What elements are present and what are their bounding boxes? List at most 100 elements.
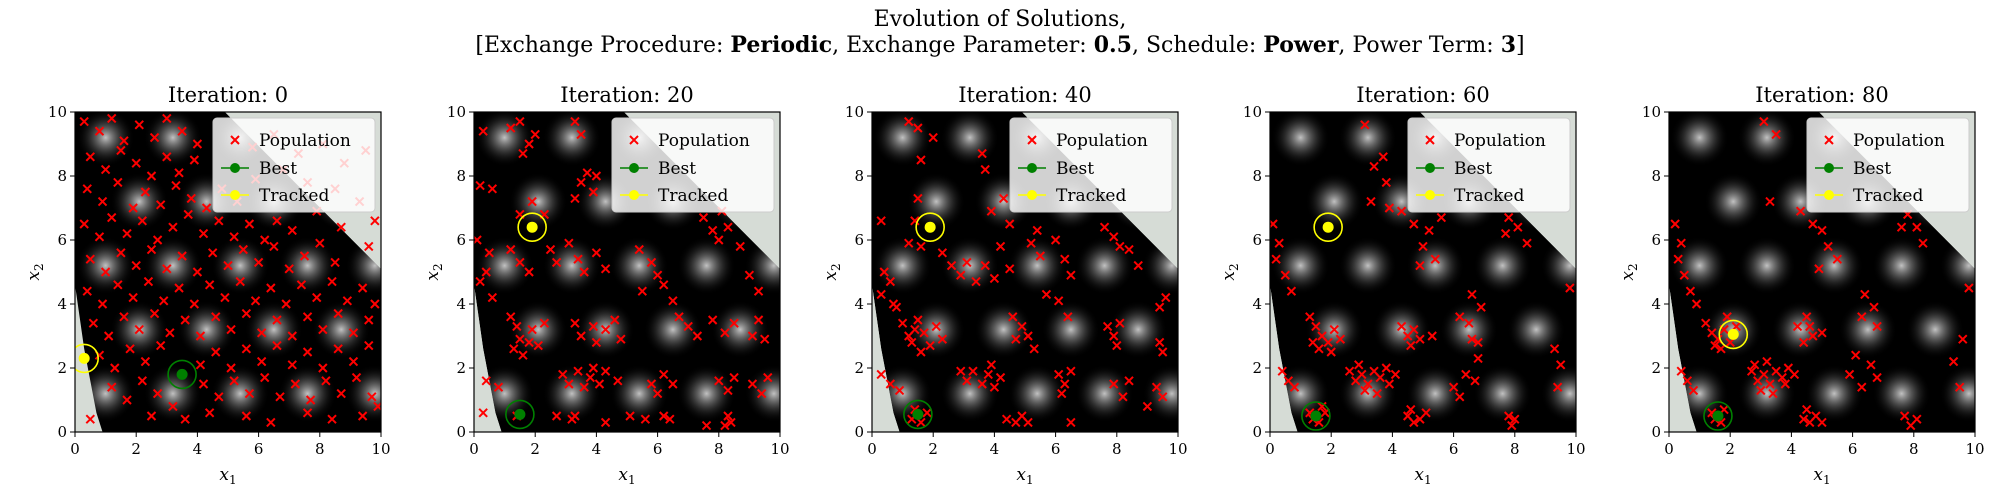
population-point xyxy=(299,251,310,261)
x-tick-label: 10 xyxy=(770,440,789,458)
population-point xyxy=(260,372,270,383)
best-point xyxy=(176,368,188,380)
population-point xyxy=(1792,321,1803,332)
population-point xyxy=(241,411,252,421)
population-point xyxy=(327,276,337,287)
population-point xyxy=(756,388,767,399)
population-point xyxy=(177,251,187,261)
population-point xyxy=(1801,404,1812,415)
population-point xyxy=(275,392,285,402)
population-point xyxy=(907,337,917,348)
population-point xyxy=(539,318,550,328)
population-point xyxy=(747,379,758,389)
landscape-peak xyxy=(244,300,303,359)
population-point xyxy=(1066,366,1076,376)
population-point xyxy=(726,417,736,428)
population-point xyxy=(305,395,316,405)
landscape-peak xyxy=(1872,364,1931,423)
landscape-peak xyxy=(509,300,568,359)
population-point xyxy=(348,356,359,367)
population-point xyxy=(962,257,972,268)
landscape-peak xyxy=(143,364,202,423)
population-point xyxy=(85,152,96,162)
population-point xyxy=(131,158,141,168)
population-point xyxy=(1762,356,1772,367)
population-point xyxy=(272,315,282,325)
y-tick-label: 2 xyxy=(1252,359,1262,377)
population-point xyxy=(1427,331,1437,341)
population-point xyxy=(989,382,1000,392)
legend-best-marker xyxy=(629,163,639,173)
population-point xyxy=(119,136,129,146)
legend-tracked-label: Tracked xyxy=(658,186,728,206)
population-point xyxy=(478,408,488,418)
population-point xyxy=(646,379,657,389)
population-point xyxy=(192,267,203,277)
landscape-peak xyxy=(1737,112,1796,167)
population-point xyxy=(107,113,117,124)
population-point xyxy=(1464,318,1474,328)
landscape-peak xyxy=(1176,192,1178,211)
population-point xyxy=(989,273,1000,284)
legend: Population Best Tracked xyxy=(1407,117,1571,213)
population-point xyxy=(759,334,770,344)
population-point xyxy=(1035,251,1046,261)
population-point xyxy=(1157,347,1168,357)
population-point xyxy=(1335,334,1346,344)
x-tick-label: 0 xyxy=(70,440,80,458)
population-point xyxy=(931,321,941,332)
population-point xyxy=(652,388,663,399)
population-point xyxy=(204,280,215,290)
population-point xyxy=(244,219,255,229)
population-point xyxy=(266,417,276,428)
population-point xyxy=(302,312,313,322)
landscape-peak xyxy=(1176,320,1178,339)
landscape-peak xyxy=(1670,236,1729,295)
population-point xyxy=(616,334,626,344)
landscape-peak xyxy=(1939,364,1975,423)
landscape-peak xyxy=(1737,236,1796,295)
population-point xyxy=(1066,417,1076,428)
x-tick-label: 4 xyxy=(1787,440,1797,458)
population-point xyxy=(1430,254,1440,264)
y-tick-label: 4 xyxy=(456,295,466,313)
population-point xyxy=(211,347,221,357)
population-point xyxy=(235,276,245,287)
legend-best-label: Best xyxy=(259,159,297,179)
population-point xyxy=(107,382,117,392)
population-point xyxy=(928,132,938,143)
population-point xyxy=(683,321,693,332)
population-point xyxy=(143,276,154,287)
population-point xyxy=(272,216,282,226)
population-point xyxy=(201,203,212,213)
population-point xyxy=(357,283,368,293)
population-point xyxy=(1679,270,1690,280)
population-point xyxy=(364,340,374,351)
legend-box xyxy=(611,117,775,213)
population-point xyxy=(707,315,718,325)
tracked-ring xyxy=(517,212,547,242)
population-point xyxy=(995,241,1006,252)
population-point xyxy=(1795,206,1806,216)
population-point xyxy=(753,286,764,296)
population-point xyxy=(1768,388,1778,399)
legend-box xyxy=(212,117,376,213)
legend-tracked-marker xyxy=(1027,190,1037,200)
population-point xyxy=(753,315,764,325)
population-point xyxy=(1510,414,1520,424)
population-point xyxy=(1710,340,1720,351)
axes-frame xyxy=(1668,111,1976,433)
population-point xyxy=(290,379,301,389)
population-point xyxy=(714,376,724,386)
population-point xyxy=(515,116,525,127)
population-point xyxy=(287,331,297,341)
population-point xyxy=(1473,337,1483,348)
population-point xyxy=(269,241,279,252)
landscape-peak xyxy=(1142,364,1178,423)
population-point xyxy=(573,366,583,376)
population-point xyxy=(600,417,611,428)
population-point xyxy=(1023,331,1033,341)
population-point xyxy=(475,276,485,287)
tracked-point xyxy=(924,221,936,233)
landscape-peak xyxy=(211,364,270,423)
